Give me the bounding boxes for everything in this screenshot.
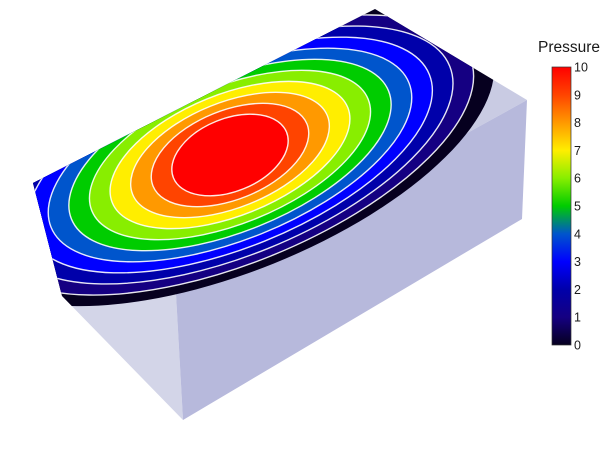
- svg-text:9: 9: [574, 88, 581, 102]
- svg-text:7: 7: [574, 144, 581, 158]
- svg-text:8: 8: [574, 116, 581, 130]
- svg-text:3: 3: [574, 255, 581, 269]
- svg-text:1: 1: [574, 311, 581, 325]
- svg-text:6: 6: [574, 172, 581, 186]
- svg-text:2: 2: [574, 283, 581, 297]
- svg-text:4: 4: [574, 227, 581, 241]
- svg-text:0: 0: [574, 339, 581, 353]
- svg-text:Pressure: Pressure: [538, 39, 600, 56]
- svg-text:5: 5: [574, 200, 581, 214]
- svg-text:10: 10: [574, 61, 588, 75]
